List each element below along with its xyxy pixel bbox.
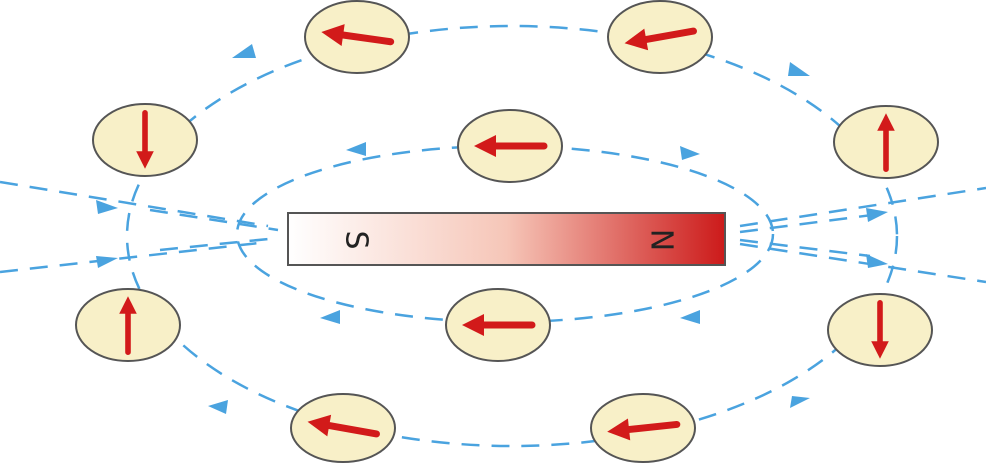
field-line xyxy=(0,182,268,226)
field-line xyxy=(740,244,986,282)
arrowhead xyxy=(96,256,118,268)
field-line xyxy=(0,242,268,272)
compass xyxy=(591,394,695,462)
compass xyxy=(446,289,550,361)
arrowhead xyxy=(866,208,888,222)
arrowhead xyxy=(320,310,340,324)
field-line xyxy=(740,214,880,232)
magnetic-field-diagram: S N xyxy=(0,0,986,463)
compass xyxy=(76,289,180,361)
arrowhead xyxy=(208,400,228,414)
compass xyxy=(458,110,562,182)
compass xyxy=(93,104,197,176)
compass xyxy=(834,106,938,178)
field-line xyxy=(740,188,986,226)
arrowhead xyxy=(680,146,700,160)
compass xyxy=(828,294,932,366)
compass xyxy=(305,1,409,73)
arrowhead xyxy=(788,62,810,76)
south-pole-label: S xyxy=(339,230,374,249)
north-pole-label: N xyxy=(644,229,679,251)
compass xyxy=(291,394,395,462)
arrowhead xyxy=(346,142,366,156)
arrowhead xyxy=(232,44,256,58)
arrowhead xyxy=(790,396,810,408)
arrowhead xyxy=(680,310,700,324)
field-line xyxy=(150,210,278,230)
compass xyxy=(608,1,712,73)
arrowhead xyxy=(866,254,888,268)
arrowhead xyxy=(96,200,118,214)
bar-magnet: S N xyxy=(288,213,725,265)
